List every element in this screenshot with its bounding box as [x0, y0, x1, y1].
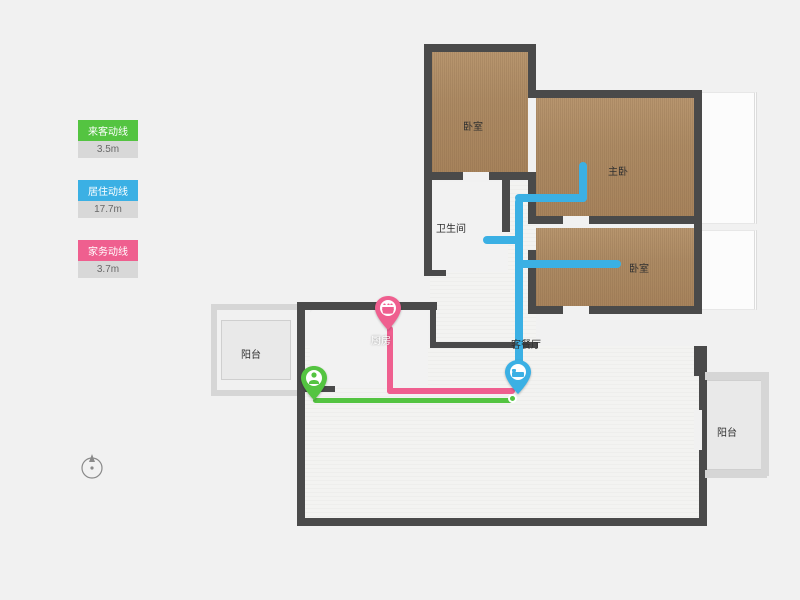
wall	[694, 346, 702, 376]
wall	[424, 44, 534, 52]
wall	[528, 90, 702, 98]
wall-light	[705, 470, 767, 478]
wall	[424, 44, 432, 178]
legend-value-visitor: 3.5m	[78, 141, 138, 158]
wall	[528, 216, 702, 224]
wall	[528, 306, 702, 314]
balcony-left-outline	[211, 304, 297, 396]
floor-plan: 卧室 主卧 卧室 卫生间 厨房 客餐厅 阳台 阳台	[205, 30, 770, 570]
wall	[424, 270, 446, 276]
route-living	[515, 194, 587, 202]
legend-item-visitor: 来客动线 3.5m	[78, 120, 138, 158]
marker-living	[505, 360, 531, 394]
legend-value-living: 17.7m	[78, 201, 138, 218]
marker-visitor	[301, 366, 327, 400]
room-kitchen	[310, 310, 428, 388]
legend-label-living: 居住动线	[78, 180, 138, 201]
door-gap	[463, 172, 489, 180]
wall	[297, 518, 707, 526]
room-bedroom-right	[536, 228, 696, 308]
wall-light	[705, 372, 767, 380]
route-living	[515, 260, 621, 268]
route-chores	[387, 326, 393, 394]
route-living	[579, 162, 587, 202]
legend-label-chores: 家务动线	[78, 240, 138, 261]
legend-item-living: 居住动线 17.7m	[78, 180, 138, 218]
balcony-frame-top-right	[699, 92, 757, 224]
legend-value-chores: 3.7m	[78, 261, 138, 278]
wall	[694, 90, 702, 312]
balcony-frame-mid-right	[699, 230, 757, 310]
room-balcony-right	[705, 380, 763, 470]
compass-icon	[78, 452, 106, 480]
wall	[502, 172, 510, 232]
legend: 来客动线 3.5m 居住动线 17.7m 家务动线 3.7m	[78, 120, 138, 278]
route-living	[515, 198, 523, 384]
wall	[297, 388, 305, 526]
wall	[297, 302, 437, 310]
door-gap	[563, 306, 589, 314]
door-gap	[563, 216, 589, 224]
legend-label-visitor: 来客动线	[78, 120, 138, 141]
route-chores	[387, 388, 515, 394]
wall-light	[761, 372, 769, 476]
route-living	[483, 236, 523, 244]
door-gap	[694, 410, 702, 450]
legend-item-chores: 家务动线 3.7m	[78, 240, 138, 278]
wall	[424, 172, 432, 276]
route-visitor-end	[508, 394, 517, 403]
room-bedroom-top	[430, 52, 528, 172]
room-bathroom	[430, 182, 508, 272]
route-visitor	[313, 398, 513, 403]
marker-chores	[375, 296, 401, 330]
